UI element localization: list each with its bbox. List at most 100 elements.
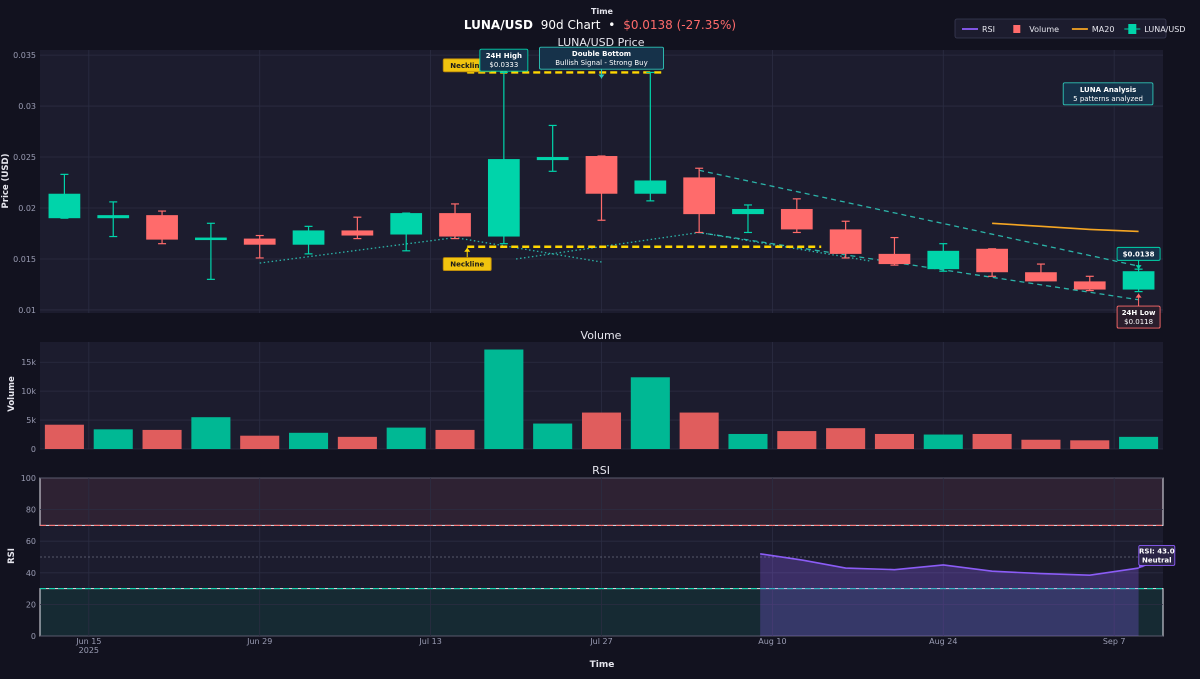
- title-symbol: LUNA/USD: [464, 18, 533, 32]
- annotation-arrowhead: [1135, 293, 1142, 298]
- candle-body: [97, 215, 130, 219]
- x-tick-label: Sep 7: [1103, 637, 1126, 646]
- candle: [292, 225, 325, 255]
- candle-body: [146, 215, 178, 240]
- candle-body: [536, 157, 569, 161]
- rsi-y-tick-label: 100: [21, 474, 36, 483]
- volume-bar: [44, 424, 84, 449]
- candle: [48, 173, 81, 219]
- volume-y-tick-label: 15k: [21, 358, 36, 367]
- volume-bar: [93, 429, 133, 449]
- annotation-box: [1116, 246, 1161, 261]
- volume-bar: [581, 412, 622, 449]
- candle-body: [390, 213, 423, 235]
- annotation-text: Double Bottom: [572, 50, 631, 58]
- volume-bar: [289, 432, 329, 449]
- x-tick-label: Jun 29: [246, 637, 272, 646]
- volume-bar: [1119, 436, 1159, 449]
- title-bullet: •: [608, 18, 615, 32]
- candle-body: [439, 213, 471, 237]
- legend-frame: [954, 18, 1167, 39]
- volume-bar: [435, 429, 475, 449]
- x-tick-label: Jul 13: [418, 637, 441, 646]
- candle-body: [683, 177, 716, 215]
- annotation-text: $0.0118: [1124, 318, 1153, 326]
- chart-title: LUNA/USD 90d Chart • $0.0138 (-27.35%): [464, 18, 736, 32]
- annotation-text: 24H High: [486, 52, 522, 60]
- annotation-arrowhead: [464, 247, 471, 252]
- candle: [390, 212, 423, 252]
- ma20-series: [992, 222, 1139, 233]
- annotation-text: $0.0333: [489, 61, 518, 69]
- annotation-neckline-top: Neckline: [442, 58, 492, 73]
- legend-item: RSI: [962, 25, 995, 34]
- rsi-y-tick-label: 60: [26, 537, 36, 546]
- annotation-box: [442, 257, 492, 272]
- annotation-box: [479, 48, 529, 72]
- rsi-y-tick-label: 40: [26, 569, 36, 578]
- trendline: [699, 231, 1139, 301]
- candle-body: [341, 230, 374, 236]
- candle: [243, 234, 276, 259]
- volume-bar: [142, 429, 182, 449]
- x-axis-label: Time: [590, 660, 615, 670]
- rsi-line: [760, 553, 1139, 576]
- volume-bar: [386, 427, 426, 449]
- candle-body: [732, 209, 764, 215]
- legend-swatch-box: [1013, 25, 1021, 33]
- candle-body: [585, 156, 618, 194]
- candle: [439, 203, 471, 240]
- legend-label: RSI: [982, 25, 995, 34]
- candle-body: [878, 253, 911, 265]
- volume-bar: [874, 433, 914, 449]
- candle: [780, 198, 813, 234]
- candle: [97, 201, 130, 238]
- volume-bar: [240, 435, 280, 449]
- price-y-tick-label: 0.02: [18, 204, 36, 213]
- volume-y-tick-label: 0: [31, 445, 36, 454]
- candle-body: [487, 159, 520, 237]
- volume-bar: [728, 433, 768, 449]
- annotation-text: $0.0138: [1123, 250, 1155, 258]
- necklines: [467, 71, 822, 248]
- volume-bar: [1021, 439, 1061, 449]
- annotation-price-now: $0.0138: [1116, 246, 1161, 270]
- annotation-text: Neckline: [450, 261, 484, 269]
- volume-y-label: Volume: [7, 376, 17, 412]
- legend: RSI Volume MA20 LUNA/USD: [954, 18, 1185, 39]
- annotation-box: [1116, 305, 1161, 329]
- volume-panel: 0 5k 10k 15k Volume Volume: [7, 329, 1163, 454]
- legend-label: MA20: [1092, 25, 1115, 34]
- volume-bars: [44, 349, 1159, 449]
- annotation-arrowhead: [1135, 265, 1142, 270]
- rsi-y-tick-label: 80: [26, 506, 36, 515]
- rsi-annotation-text: Neutral: [1142, 556, 1172, 564]
- annotation-low-24h: 24H Low$0.0118: [1116, 293, 1161, 329]
- annotation-text: Bullish Signal - Strong Buy: [555, 59, 648, 67]
- volume-bar: [630, 377, 670, 449]
- candle: [195, 222, 227, 280]
- price-y-label: Price (USD): [1, 153, 11, 208]
- candle-body: [1073, 281, 1106, 290]
- candle: [732, 204, 764, 234]
- volume-y-tick-label: 5k: [26, 416, 36, 425]
- candle: [146, 210, 178, 245]
- trendline: [699, 169, 1139, 267]
- annotation-high-24h: 24H High$0.0333: [479, 48, 529, 73]
- rsi-y-tick-label: 0: [31, 632, 36, 641]
- annotation-box: [1062, 82, 1154, 106]
- legend-label: LUNA/USD: [1144, 25, 1185, 34]
- price-y-tick-label: 0.035: [13, 51, 36, 60]
- volume-bar: [484, 349, 524, 449]
- candle-body: [292, 230, 325, 245]
- candles: [48, 71, 1155, 293]
- price-panel-title: LUNA/USD Price: [558, 36, 645, 49]
- price-y-tick-label: 0.01: [18, 306, 36, 315]
- rsi-panel-title: RSI: [592, 464, 610, 477]
- volume-y-ticks: 0 5k 10k 15k: [21, 358, 36, 454]
